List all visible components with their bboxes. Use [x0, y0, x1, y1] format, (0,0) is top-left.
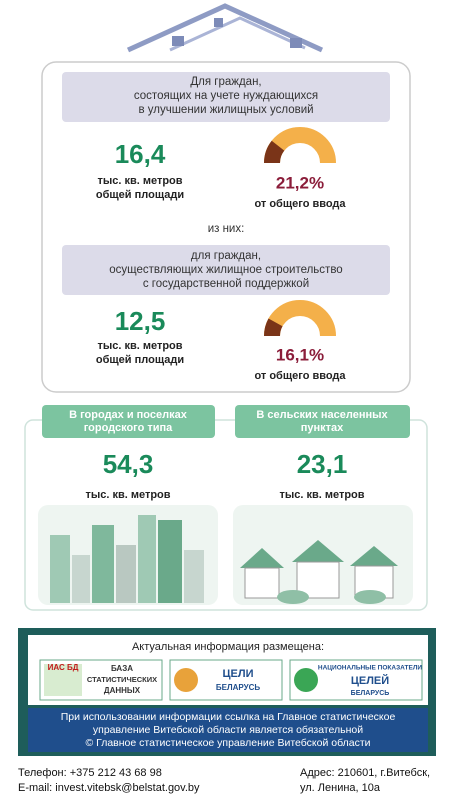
tab-label: В сельских населенных — [256, 409, 388, 421]
share: 21,2% — [276, 173, 324, 192]
unit: общей площади — [96, 354, 184, 366]
city-illustration — [38, 505, 218, 605]
unit: тыс. кв. метров — [97, 175, 182, 187]
heading: состоящих на учете нуждающихся — [134, 90, 318, 102]
heading-box — [62, 245, 390, 295]
tab-label: городского типа — [84, 422, 173, 434]
heading-box — [62, 72, 390, 122]
address: ул. Ленина, 10а — [300, 782, 381, 794]
roof-windows — [172, 18, 302, 48]
logo-icon — [294, 668, 318, 692]
logo-text: СТАТИСТИЧЕСКИХ — [87, 675, 157, 684]
logo-text: БЕЛАРУСЬ — [351, 690, 390, 697]
email: E-mail: invest.vitebsk@belstat.gov.by — [18, 782, 200, 794]
share: 16,1% — [276, 345, 324, 364]
unit: общей площади — [96, 189, 184, 201]
logo-icon — [174, 668, 198, 692]
tab — [42, 405, 215, 438]
unit: тыс. кв. метров — [85, 489, 170, 501]
gauge-value — [264, 140, 285, 164]
unit: тыс. кв. метров — [279, 489, 364, 501]
notice: © Главное статистическое управление Вите… — [85, 737, 370, 749]
roof — [126, 3, 324, 53]
logo-text: ИАС БД — [48, 663, 79, 672]
value: 16,4 — [115, 139, 166, 169]
tab-label: пунктах — [301, 422, 344, 434]
unit: тыс. кв. метров — [97, 340, 182, 352]
heading: осуществляющих жилищное строительство — [109, 264, 342, 276]
notice-bar — [28, 708, 428, 752]
village-illustration — [233, 505, 413, 605]
share-caption: от общего ввода — [254, 198, 346, 210]
heading: для граждан, — [191, 250, 261, 262]
logo-text: ЦЕЛИ — [223, 668, 254, 680]
gauge-value — [264, 318, 283, 337]
tab — [235, 405, 410, 438]
heading: в улучшении жилищных условий — [138, 104, 313, 116]
logo-icon — [44, 664, 82, 696]
logo-text: БАЗА — [111, 664, 133, 673]
value: 12,5 — [115, 306, 166, 336]
of-which: из них: — [208, 223, 245, 235]
value: 54,3 — [103, 449, 154, 479]
phone: Телефон: +375 212 43 68 98 — [18, 767, 162, 779]
logo-text: БЕЛАРУСЬ — [216, 683, 260, 692]
logo-text: ЦЕЛЕЙ — [351, 674, 389, 687]
heading: Для граждан, — [190, 76, 261, 88]
tab-label: В городах и поселках — [69, 409, 188, 421]
logo-text: ДАННЫХ — [104, 686, 141, 695]
heading: с государственной поддержкой — [143, 278, 309, 290]
address: Адрес: 210601, г.Витебск, — [300, 767, 430, 779]
notice: При использовании информации ссылка на Г… — [61, 711, 396, 723]
value: 23,1 — [297, 449, 348, 479]
share-caption: от общего ввода — [254, 370, 346, 382]
logo-text: НАЦИОНАЛЬНЫЕ ПОКАЗАТЕЛИ — [318, 665, 422, 672]
notice: управление Витебской области является об… — [93, 724, 363, 736]
info-heading: Актуальная информация размещена: — [132, 641, 324, 653]
